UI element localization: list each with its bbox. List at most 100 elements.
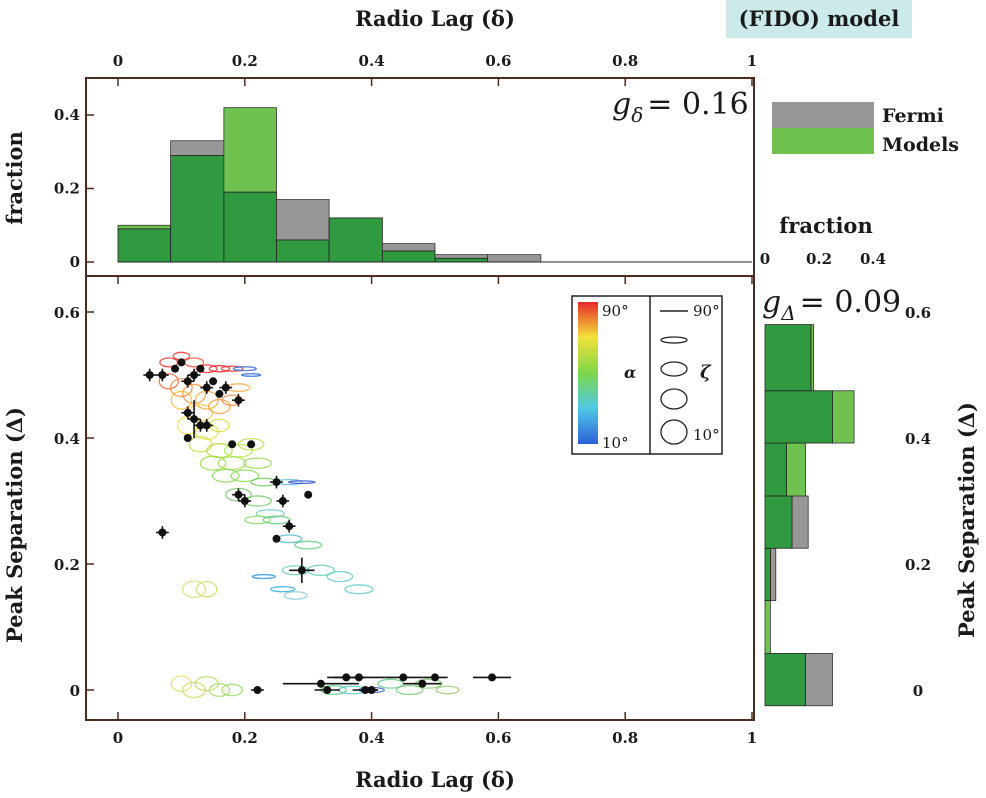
top-bar-excess-7: [487, 254, 542, 263]
fermi-point-3: [177, 358, 186, 367]
right-bar-excess-0: [805, 653, 833, 707]
model-ellipse-48: [170, 675, 193, 692]
alpha-min: 10°: [602, 434, 629, 452]
fermi-point-32: [354, 673, 363, 682]
zeta-mark-4: [660, 388, 688, 410]
right-stat: gΔ = 0.09: [762, 285, 901, 325]
top-ytick-0: 0: [70, 253, 80, 271]
fermi-point-0: [145, 371, 154, 379]
main-ylabel: Peak Separation (Δ): [2, 407, 27, 643]
alpha-label: α: [624, 363, 636, 382]
fermi-point-30: [323, 686, 332, 694]
model-ellipse-14: [208, 398, 231, 415]
model-ellipse-9: [169, 378, 193, 398]
top-xtick-3: 0.6: [485, 52, 511, 70]
fermi-point-11: [234, 396, 243, 405]
model-ellipse-44: [283, 591, 308, 600]
top-bar-overlap-3: [276, 239, 330, 263]
main-xtick-4: 0.8: [612, 729, 638, 747]
model-ellipse-43: [270, 586, 296, 593]
right-bar-excess-1: [764, 600, 771, 654]
right-bar-overlap-3: [764, 495, 793, 549]
main-scatter: 0 0.2 0.4 0.6 0.8 1 00.20.40.6 Radio Lag (δ) …: [2, 275, 757, 792]
zeta-max: 90°: [693, 302, 720, 320]
model-ellipse-59: [435, 685, 460, 695]
top-xlabel: Radio Lag (δ): [355, 6, 515, 31]
right-xticks: 0 0.2 0.4: [760, 250, 886, 268]
top-xtick-4: 0.8: [612, 52, 638, 70]
top-bar-overlap-6: [434, 257, 489, 263]
top-bar-excess-6: [434, 254, 489, 259]
right-yticks: 0 0.2 0.4 0.6: [905, 304, 931, 700]
model-ellipse-45: [344, 584, 374, 595]
top-bar-overlap-5: [381, 250, 436, 263]
fermi-point-18: [247, 440, 256, 449]
zeta-mark-3: [660, 361, 688, 377]
fermi-point-8: [209, 377, 218, 386]
model-ellipse-46: [182, 580, 207, 599]
fermi-point-6: [196, 364, 205, 373]
right-xtick-1: 0.2: [806, 250, 832, 268]
model-ellipse-27: [211, 468, 240, 483]
main-ytick-0: 0: [70, 682, 80, 700]
fermi-point-37: [431, 673, 439, 682]
fermi-point-36: [418, 679, 427, 688]
fermi-point-38: [488, 673, 497, 682]
model-ellipse-25: [217, 456, 247, 471]
top-stat: gδ = 0.16: [612, 87, 749, 127]
model-ellipse-7: [240, 373, 262, 377]
top-bar-excess-3: [276, 199, 330, 241]
model-ellipse-24: [199, 455, 227, 471]
right-bar-excess-4: [786, 442, 806, 497]
fermi-point-7: [202, 383, 211, 392]
model-ellipse-4: [208, 364, 231, 373]
main-xticks: 0 0.2 0.4 0.6 0.8 1: [113, 276, 757, 747]
right-xtick-2: 0.4: [860, 250, 886, 268]
model-ellipse-41: [326, 570, 354, 583]
model-ellipse-34: [255, 509, 285, 519]
top-histogram: Radio Lag (δ) 0 0.2 0.4 0.6 0.8 1 0 0.2 0.4 fra…: [2, 6, 757, 277]
model-ellipse-8: [158, 373, 179, 390]
top-ytick-2: 0.4: [54, 106, 80, 124]
legend: Fermi Models: [772, 102, 959, 156]
legend-fermi-label: Fermi: [882, 105, 944, 127]
model-ellipse-52: [221, 683, 243, 697]
fermi-point-19: [272, 478, 281, 487]
main-xtick-0: 0: [113, 729, 123, 747]
fermi-point-10: [221, 383, 230, 392]
right-bar-overlap-5: [764, 390, 833, 444]
fermi-point-21: [240, 497, 249, 505]
fermi-point-27: [297, 566, 306, 575]
top-xtick-1: 0.2: [232, 52, 258, 70]
fermi-point-24: [285, 522, 294, 531]
model-ellipse-6: [232, 366, 257, 372]
model-ellipse-31: [287, 480, 316, 485]
top-yticks: 0 0.2 0.4: [54, 106, 94, 271]
top-xticks: 0 0.2 0.4 0.6 0.8 1: [113, 52, 757, 86]
top-bar-overlap-2: [223, 191, 277, 263]
top-ytick-1: 0.2: [54, 180, 80, 198]
fermi-point-13: [190, 415, 199, 424]
model-ellipse-23: [237, 437, 265, 451]
main-xtick-5: 1: [747, 729, 757, 747]
model-ellipse-38: [294, 540, 323, 550]
model-badge: (FIDO) model: [739, 6, 900, 31]
fermi-point-4: [183, 377, 192, 386]
right-bar-overlap-4: [764, 442, 788, 497]
zeta-10-mark: [660, 419, 688, 445]
main-xtick-1: 0.2: [232, 729, 258, 747]
model-badge-bg: [726, 0, 912, 38]
model-ellipse-42: [251, 574, 276, 580]
right-bar-excess-2: [770, 547, 777, 601]
legend-fermi-swatch: [772, 102, 874, 128]
top-xtick-2: 0.4: [359, 52, 385, 70]
fermi-point-23: [304, 490, 313, 499]
top-bar-excess-2: [223, 107, 277, 193]
top-xtick-0: 0: [113, 52, 123, 70]
fermi-points: [143, 358, 512, 694]
main-ytick-2: 0.4: [54, 430, 80, 448]
main-xtick-3: 0.6: [485, 729, 511, 747]
model-ellipse-51: [208, 683, 231, 697]
right-bar-excess-5: [832, 390, 855, 444]
model-ellipse-35: [244, 515, 271, 525]
